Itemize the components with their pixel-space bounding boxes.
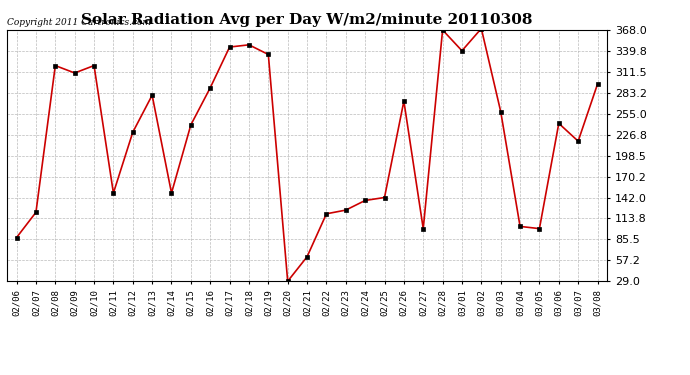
- Text: Copyright 2011 Cartronics.com: Copyright 2011 Cartronics.com: [7, 18, 151, 27]
- Title: Solar Radiation Avg per Day W/m2/minute 20110308: Solar Radiation Avg per Day W/m2/minute …: [81, 13, 533, 27]
